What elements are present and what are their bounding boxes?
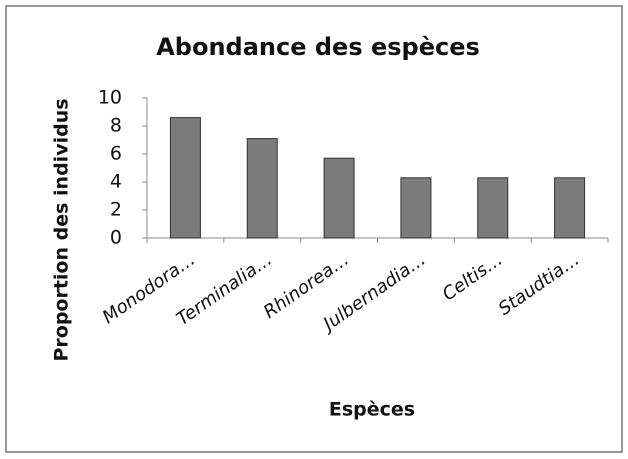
bar xyxy=(323,157,355,239)
bar xyxy=(477,177,509,239)
y-axis-label: Proportion des individus xyxy=(51,98,73,361)
y-tick-label: 0 xyxy=(110,227,122,249)
bar xyxy=(246,138,278,239)
bar xyxy=(554,177,586,239)
chart-title: Abondance des espèces xyxy=(156,33,480,61)
y-tick-label: 6 xyxy=(110,143,122,165)
y-tick-label: 8 xyxy=(110,115,122,137)
bar xyxy=(400,177,432,239)
x-axis-label: Espèces xyxy=(329,399,415,421)
bar xyxy=(169,117,201,239)
y-tick-label: 2 xyxy=(110,199,122,221)
chart-border xyxy=(5,5,623,453)
y-tick-label: 10 xyxy=(98,87,122,109)
y-tick-label: 4 xyxy=(110,171,122,193)
